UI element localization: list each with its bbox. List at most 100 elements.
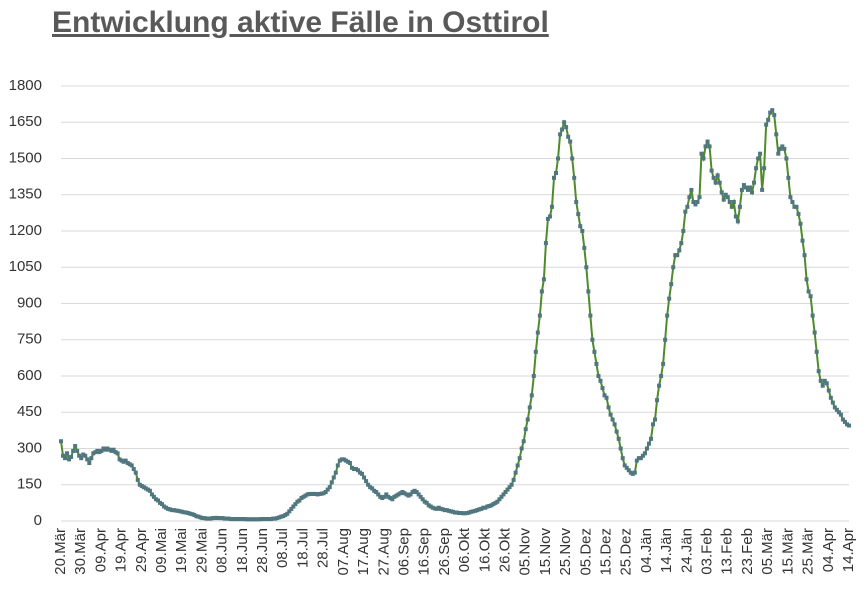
data-marker: [430, 505, 435, 510]
data-marker: [234, 517, 239, 522]
data-marker: [754, 166, 759, 171]
data-marker: [806, 289, 811, 294]
data-marker: [786, 175, 791, 180]
data-marker: [731, 200, 736, 204]
data-marker: [509, 482, 514, 487]
data-marker: [576, 212, 581, 217]
data-marker: [265, 517, 270, 522]
data-marker: [117, 457, 122, 462]
data-marker: [97, 450, 102, 455]
data-marker: [737, 204, 742, 209]
data-marker: [125, 461, 130, 465]
data-marker: [115, 451, 120, 456]
data-marker: [162, 504, 167, 509]
data-marker: [408, 492, 413, 497]
data-marker: [572, 175, 577, 180]
x-tick-label: 16.Sep: [416, 528, 433, 576]
data-marker: [770, 108, 775, 113]
data-marker: [661, 361, 666, 366]
data-marker: [626, 468, 631, 473]
data-marker: [406, 493, 411, 498]
data-marker: [467, 510, 472, 515]
x-tick-label: 13.Feb: [719, 528, 736, 575]
data-marker: [63, 456, 68, 461]
data-marker: [244, 517, 249, 522]
x-tick-label: 05.Dez: [577, 528, 594, 576]
data-marker: [263, 517, 268, 522]
data-marker: [610, 417, 615, 422]
data-marker: [499, 494, 504, 499]
data-marker: [378, 494, 383, 499]
data-marker: [440, 507, 445, 512]
data-marker: [703, 144, 708, 149]
data-marker: [366, 482, 371, 487]
data-marker: [517, 456, 522, 461]
data-marker: [832, 405, 837, 410]
x-tick-label: 20.Mär: [52, 528, 69, 575]
x-tick-label: 26.Okt: [496, 527, 513, 572]
data-marker: [273, 516, 278, 521]
data-marker: [444, 508, 449, 513]
data-marker: [826, 388, 831, 393]
data-marker: [105, 446, 110, 451]
data-marker: [426, 503, 431, 508]
data-marker: [713, 180, 718, 185]
x-tick-label: 29.Mai: [193, 528, 210, 573]
data-marker: [596, 374, 601, 378]
data-marker: [810, 313, 815, 318]
data-marker: [388, 496, 393, 501]
data-marker: [558, 132, 563, 137]
data-marker: [295, 499, 300, 504]
data-marker: [636, 456, 641, 461]
data-marker: [123, 458, 128, 463]
data-marker: [735, 219, 740, 224]
x-tick-label: 14.Apr: [840, 528, 857, 572]
data-marker: [416, 492, 421, 497]
data-marker: [588, 313, 593, 318]
data-marker: [794, 204, 799, 209]
data-marker: [758, 151, 763, 156]
data-marker: [820, 383, 825, 388]
data-marker: [822, 378, 827, 383]
data-marker: [554, 171, 559, 175]
data-marker: [537, 313, 542, 318]
data-marker: [339, 457, 344, 462]
x-tick-label: 15.Dez: [598, 528, 615, 576]
data-line: [60, 108, 850, 521]
data-marker: [733, 214, 738, 219]
data-marker: [67, 457, 72, 462]
data-marker: [614, 429, 619, 434]
data-marker: [473, 508, 478, 513]
data-marker: [141, 485, 146, 490]
data-marker: [250, 517, 255, 522]
x-tick-label: 06.Sep: [395, 528, 412, 576]
data-marker: [77, 453, 82, 458]
data-marker: [495, 499, 500, 504]
data-marker: [139, 483, 144, 488]
x-tick-label: 03.Feb: [699, 528, 716, 575]
data-marker: [319, 491, 324, 496]
data-marker: [216, 516, 221, 521]
data-marker: [424, 500, 429, 505]
data-marker: [178, 509, 183, 514]
data-marker: [301, 494, 306, 499]
data-marker: [802, 253, 807, 258]
data-marker: [186, 511, 191, 516]
data-marker: [600, 386, 605, 391]
data-marker: [129, 463, 134, 468]
data-marker: [376, 492, 381, 497]
data-marker: [574, 200, 579, 204]
y-tick-label: 150: [17, 476, 42, 493]
data-marker: [168, 507, 173, 512]
data-marker: [780, 144, 785, 149]
data-marker: [675, 253, 680, 258]
data-marker: [333, 470, 338, 475]
data-marker: [818, 378, 823, 383]
data-marker: [523, 427, 528, 432]
data-marker: [192, 512, 197, 517]
data-marker: [147, 488, 152, 493]
data-marker: [410, 490, 415, 494]
data-marker: [549, 204, 554, 209]
data-marker: [232, 517, 237, 522]
data-marker: [774, 132, 779, 137]
